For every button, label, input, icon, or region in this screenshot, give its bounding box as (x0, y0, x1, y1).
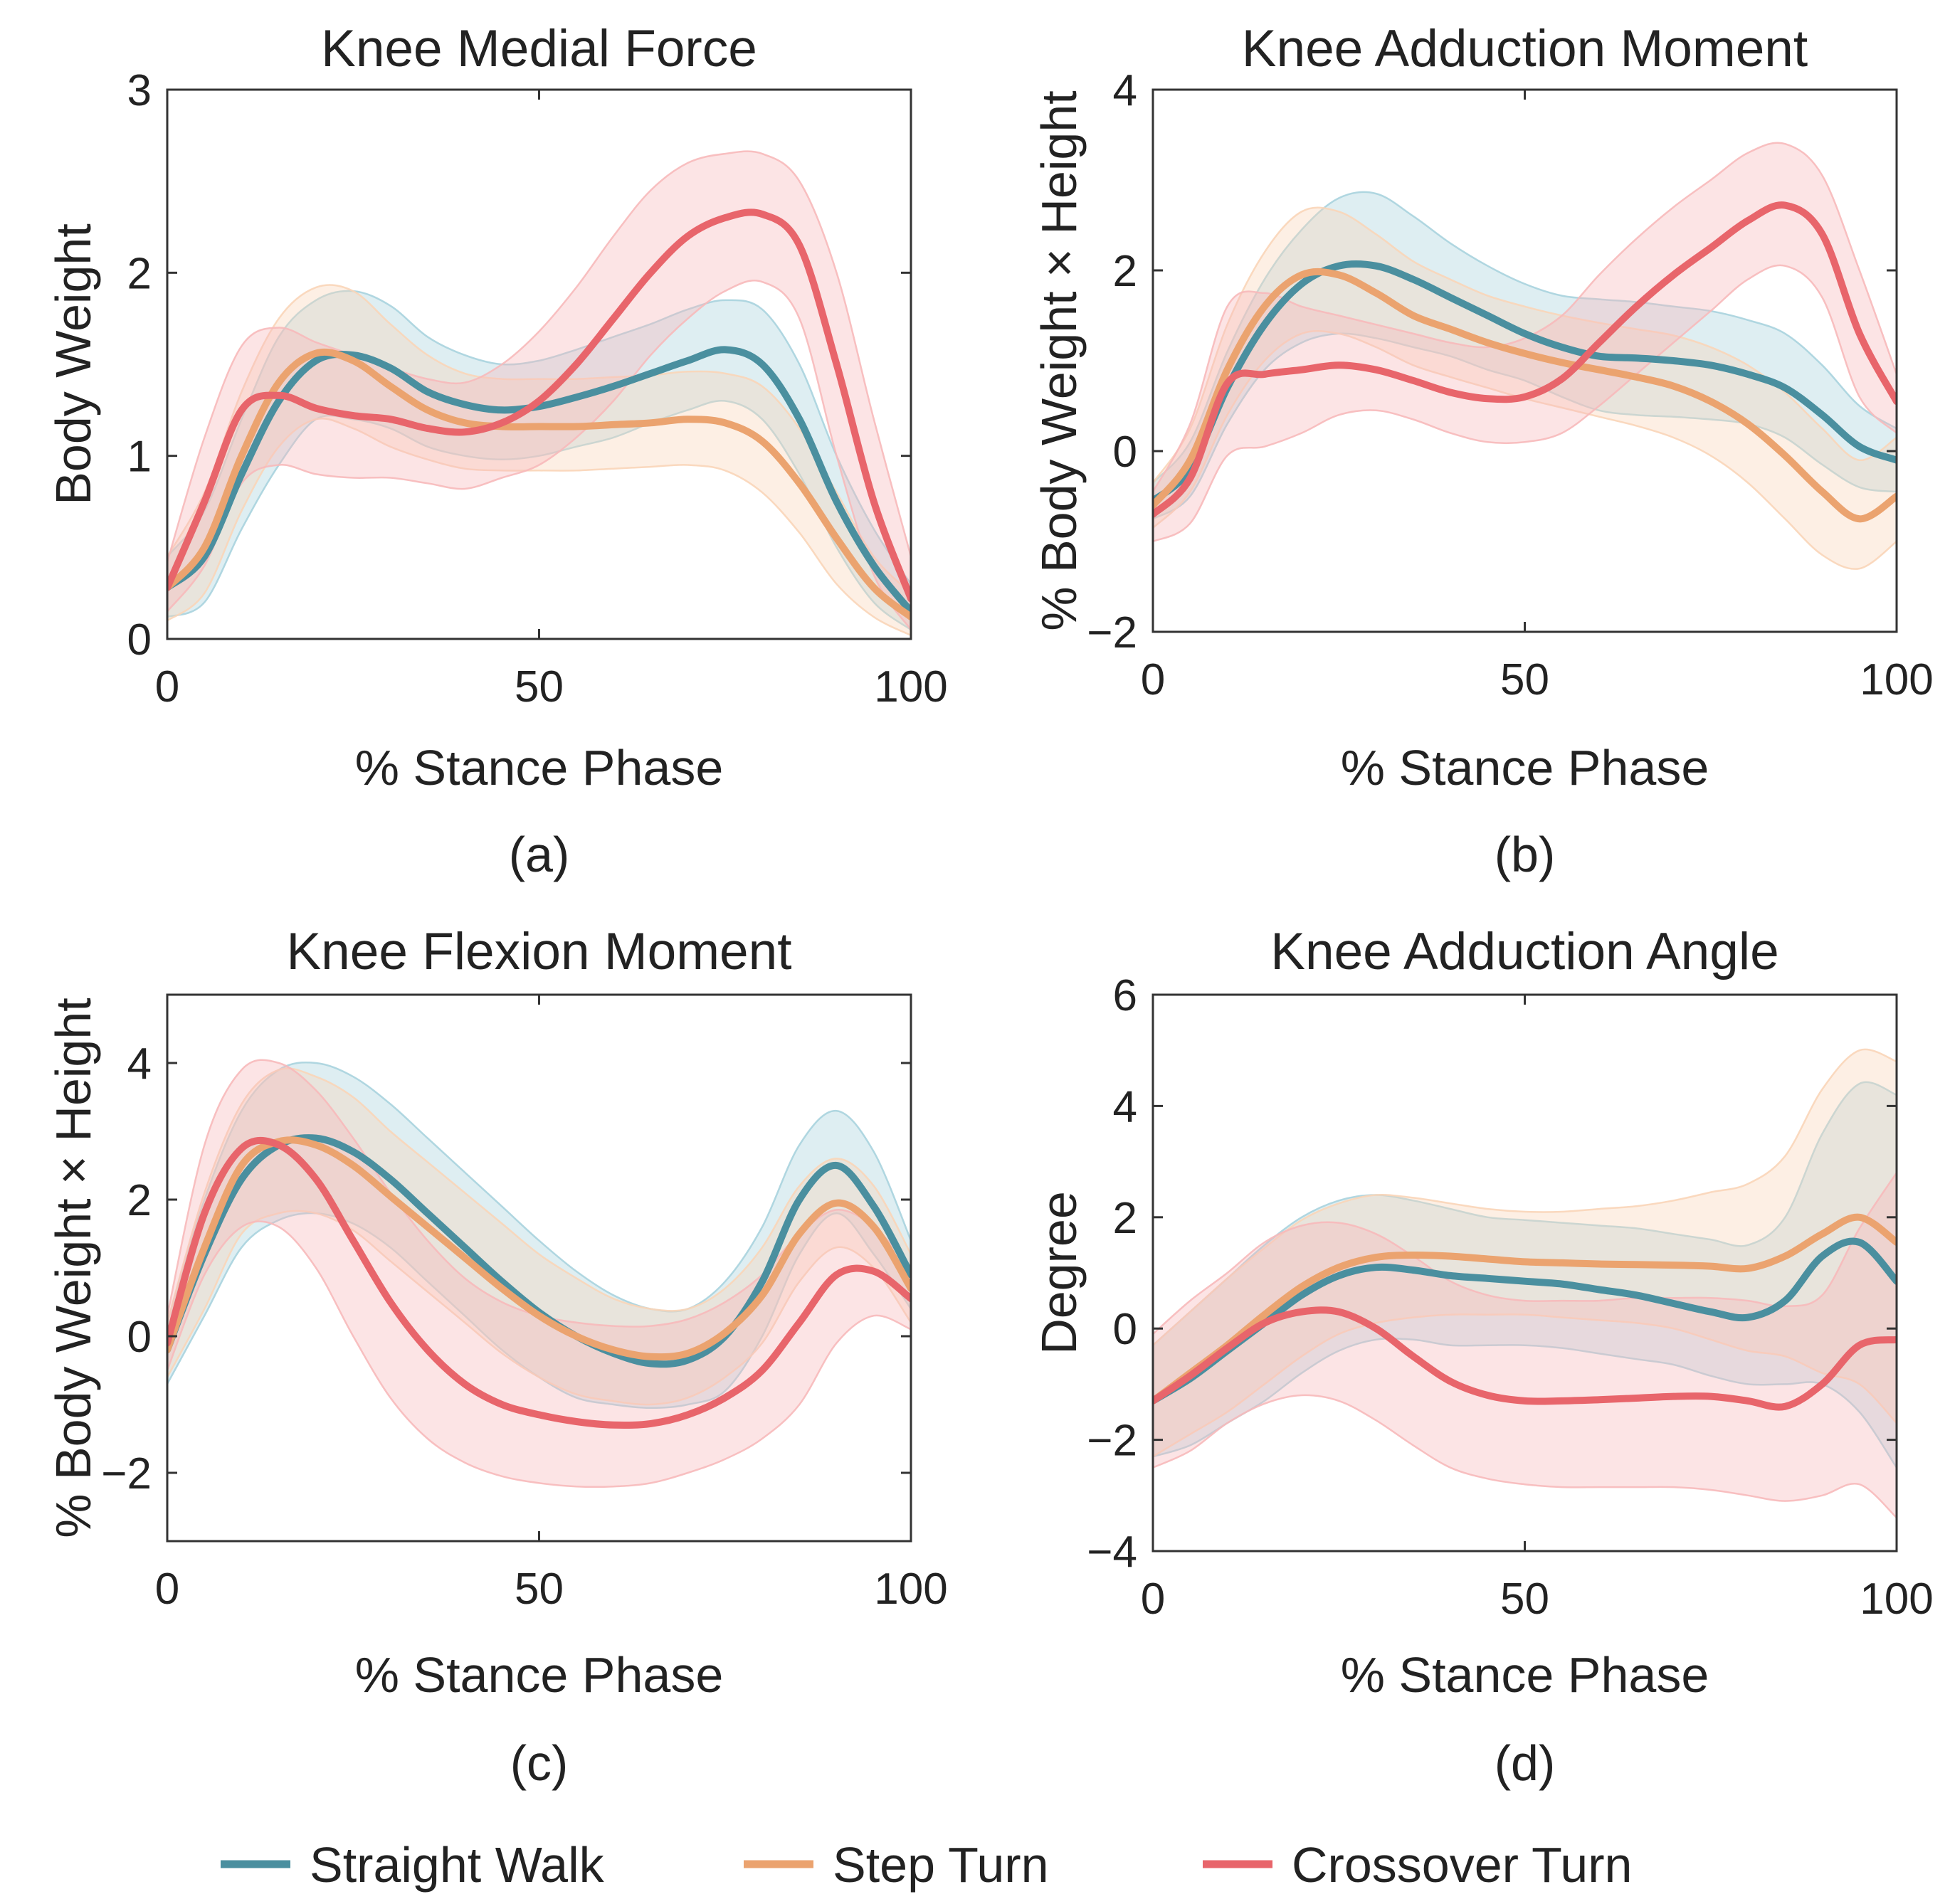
x-axis-label: % Stance Phase (355, 1647, 724, 1703)
y-tick-label: 4 (127, 1040, 152, 1089)
panel-title: Knee Adduction Angle (1270, 923, 1778, 980)
x-tick-label: 0 (155, 662, 179, 712)
panel-title: Knee Medial Force (321, 20, 757, 78)
panel-title: Knee Adduction Moment (1242, 20, 1808, 78)
panel-sublabel: (c) (510, 1735, 569, 1791)
y-tick-label: 2 (127, 249, 152, 298)
x-tick-label: 100 (874, 662, 947, 712)
y-tick-label: 2 (1113, 1194, 1137, 1243)
x-tick-label: 0 (1141, 1575, 1165, 1624)
line-straight (1153, 260, 1897, 504)
panel-knee-flexion-moment: 0 50 100 −2 0 2 4 Knee Flexion Moment % Stance P… (46, 923, 948, 1791)
line-step (1153, 1213, 1897, 1405)
line-crossover (1153, 1306, 1897, 1411)
legend-item-crossover: Crossover Turn (1203, 1837, 1632, 1893)
panel-sublabel: (b) (1495, 827, 1556, 882)
x-axis-label: % Stance Phase (1341, 740, 1709, 795)
x-tick-label: 0 (1141, 655, 1165, 704)
panel-sublabel: (d) (1495, 1735, 1556, 1791)
x-tick-label: 0 (155, 1565, 179, 1614)
y-tick-label: −2 (1087, 608, 1137, 657)
confidence-bands (167, 150, 911, 637)
line-crossover (167, 208, 911, 603)
line-crossover (1153, 201, 1897, 518)
line-step (1153, 268, 1897, 523)
band-straight (167, 290, 911, 631)
y-tick-label: 3 (127, 66, 152, 115)
y-tick-label: 6 (1113, 971, 1137, 1020)
x-tick-label: 50 (1500, 655, 1549, 704)
legend-item-step: Step Turn (744, 1837, 1049, 1893)
y-tick-label: 4 (1113, 66, 1137, 115)
band-crossover (1153, 142, 1897, 543)
band-step (1153, 206, 1897, 570)
series-lines (167, 1134, 911, 1429)
y-tick-label: 2 (127, 1176, 152, 1225)
panel-knee-adduction-angle: 0 50 100 −4 −2 0 2 4 6 Knee Adduction Angle % Stan… (1031, 923, 1934, 1791)
y-tick-label: 2 (1113, 247, 1137, 296)
confidence-bands (167, 1059, 911, 1488)
y-tick-label: 0 (127, 1313, 152, 1362)
y-axis-label: Body Weight (46, 223, 101, 505)
legend: Straight Walk Step Turn Crossover Turn (221, 1837, 1632, 1893)
y-tick-label: 0 (127, 615, 152, 665)
y-tick-label: 0 (1113, 1305, 1137, 1354)
band-step (1153, 1048, 1897, 1458)
y-tick-label: 1 (127, 433, 152, 482)
x-tick-label: 50 (1500, 1575, 1549, 1624)
panel-knee-medial-force: 0 50 100 0 1 2 3 Knee Medial Force % Stance Phas… (46, 20, 948, 882)
y-tick-label: −4 (1087, 1528, 1137, 1577)
legend-label: Step Turn (833, 1837, 1049, 1893)
x-tick-label: 100 (874, 1565, 947, 1614)
y-tick-label: −2 (1087, 1417, 1137, 1466)
y-axis-label: Degree (1031, 1191, 1087, 1355)
band-crossover (167, 150, 911, 632)
legend-label: Straight Walk (310, 1837, 605, 1893)
y-tick-label: 0 (1113, 428, 1137, 477)
x-axis-label: % Stance Phase (1341, 1647, 1709, 1703)
y-tick-label: 4 (1113, 1082, 1137, 1131)
x-axis-label: % Stance Phase (355, 740, 724, 795)
band-crossover (1153, 1170, 1897, 1519)
series-lines (167, 208, 911, 621)
y-axis-label: % Body Weight × Height (46, 998, 101, 1538)
x-tick-label: 50 (515, 662, 564, 712)
line-straight (167, 346, 911, 615)
line-crossover (167, 1136, 911, 1429)
x-tick-label: 50 (515, 1565, 564, 1614)
line-step (167, 348, 911, 621)
confidence-bands (1153, 1048, 1897, 1519)
panel-title: Knee Flexion Moment (286, 923, 791, 980)
band-straight (1153, 1081, 1897, 1469)
panel-sublabel: (a) (509, 827, 570, 882)
series-lines (1153, 1213, 1897, 1411)
y-axis-label: % Body Weight × Height (1031, 90, 1087, 630)
x-tick-label: 100 (1860, 1575, 1933, 1624)
y-tick-label: −2 (101, 1449, 152, 1498)
legend-item-straight: Straight Walk (221, 1837, 605, 1893)
legend-label: Crossover Turn (1292, 1837, 1632, 1893)
series-lines (1153, 201, 1897, 523)
x-tick-label: 100 (1860, 655, 1933, 704)
